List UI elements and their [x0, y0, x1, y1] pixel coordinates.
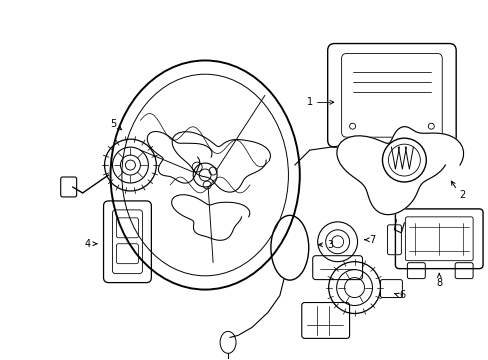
- Text: 3: 3: [327, 240, 333, 250]
- Text: 7: 7: [369, 235, 375, 245]
- Text: 5: 5: [110, 119, 117, 129]
- Text: 2: 2: [458, 190, 465, 200]
- Text: 1: 1: [306, 97, 312, 107]
- Text: 6: 6: [399, 289, 405, 300]
- Text: 8: 8: [435, 278, 442, 288]
- Polygon shape: [336, 127, 463, 215]
- Text: 4: 4: [84, 239, 90, 249]
